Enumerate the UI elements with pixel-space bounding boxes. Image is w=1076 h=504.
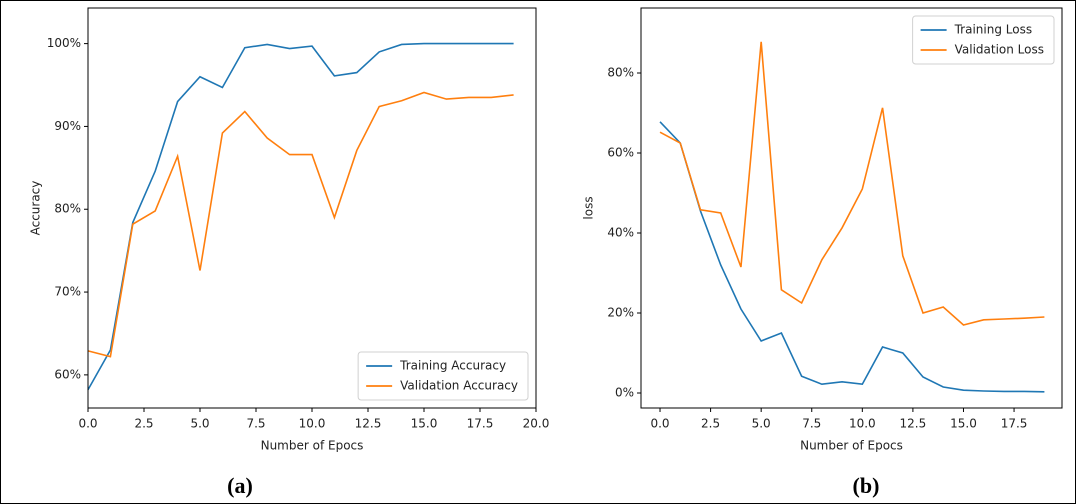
legend-label: Training Loss <box>954 23 1032 37</box>
x-tick-label: 2.5 <box>701 417 720 431</box>
caption: (a) <box>227 473 253 498</box>
y-axis-label: Accuracy <box>29 181 43 236</box>
legend-box <box>912 15 1055 65</box>
x-tick-label: 0.0 <box>650 417 669 431</box>
y-tick-label: 70% <box>54 285 81 299</box>
data-line <box>659 121 1045 393</box>
x-tick-label: 10.0 <box>299 417 326 431</box>
x-tick-label: 5.0 <box>190 417 209 431</box>
data-line <box>87 42 514 391</box>
x-axis-label: Number of Epocs <box>261 439 364 453</box>
y-tick-label: 90% <box>54 119 81 133</box>
plot <box>659 41 1045 393</box>
x-tick-label: 12.5 <box>900 417 927 431</box>
y-tick-label: 80% <box>607 66 634 80</box>
legend-box <box>357 351 529 401</box>
y-tick-label: 40% <box>607 226 634 240</box>
x-tick-label: 7.5 <box>802 417 821 431</box>
data-line <box>659 41 1045 326</box>
x-tick-label: 0.0 <box>78 417 97 431</box>
plot <box>87 42 514 391</box>
x-tick-label: 15.0 <box>950 417 977 431</box>
legend: Training Loss Validation Loss <box>912 15 1055 65</box>
y-tick-label: 0% <box>615 386 634 400</box>
caption: (b) <box>853 473 880 498</box>
legend-label: Validation Accuracy <box>400 379 518 393</box>
x-tick-label: 10.0 <box>849 417 876 431</box>
legend-label: Validation Loss <box>955 43 1044 57</box>
axes-frame <box>640 7 1063 409</box>
x-tick-label: 12.5 <box>355 417 382 431</box>
x-tick-label: 7.5 <box>246 417 265 431</box>
data-line <box>87 91 514 358</box>
legend: Training Accuracy Validation Accuracy <box>357 351 529 401</box>
y-tick-label: 80% <box>54 202 81 216</box>
legend-label: Training Accuracy <box>399 359 506 373</box>
y-tick-label: 60% <box>54 367 81 381</box>
y-tick-label: 20% <box>607 306 634 320</box>
x-tick-label: 2.5 <box>134 417 153 431</box>
x-tick-label: 5.0 <box>752 417 771 431</box>
y-tick-label: 60% <box>607 146 634 160</box>
x-tick-label: 17.5 <box>467 417 494 431</box>
y-tick-label: 100% <box>47 36 81 50</box>
x-tick-label: 17.5 <box>1001 417 1028 431</box>
x-tick-label: 20.0 <box>523 417 550 431</box>
x-axis-label: Number of Epocs <box>800 439 903 453</box>
y-axis-label: loss <box>582 196 596 219</box>
x-tick-label: 15.0 <box>411 417 438 431</box>
